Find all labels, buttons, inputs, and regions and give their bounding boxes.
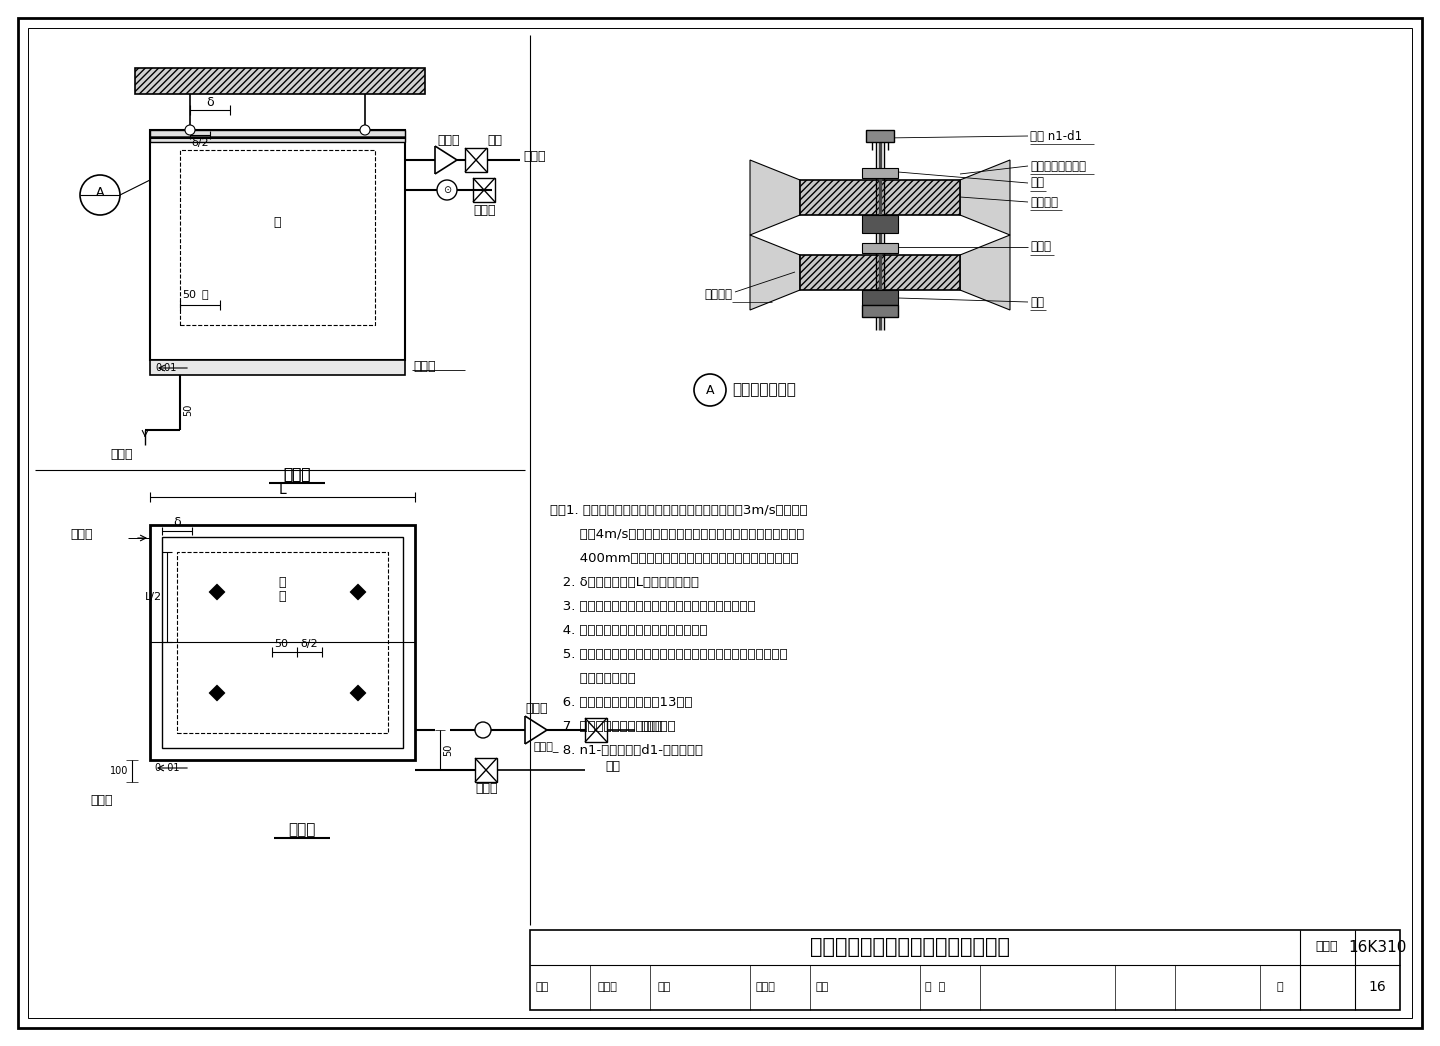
Text: δ: δ [173, 517, 181, 529]
Bar [472, 178, 495, 202]
Polygon shape [209, 685, 225, 701]
Circle shape [360, 126, 370, 135]
Text: 16: 16 [1368, 980, 1385, 994]
Text: 湿: 湿 [274, 215, 281, 228]
Text: 膜: 膜 [202, 290, 209, 300]
Text: ⊙: ⊙ [444, 185, 451, 195]
Text: 电磁阀: 电磁阀 [475, 781, 498, 795]
Text: 给水管: 给水管 [639, 720, 662, 732]
Text: 橡胶圈: 橡胶圈 [1030, 241, 1051, 253]
Text: 50: 50 [444, 744, 454, 756]
Polygon shape [750, 235, 801, 310]
Text: 4. 加湿器拆下检修，吊顶预留检修口。: 4. 加湿器拆下检修，吊顶预留检修口。 [550, 623, 707, 637]
Bar [135, 68, 425, 94]
Text: 页: 页 [1277, 982, 1283, 992]
Text: 实际情况确定。: 实际情况确定。 [550, 672, 635, 684]
Bar [150, 130, 405, 360]
Bar [475, 758, 497, 782]
Text: 7. 图中所注尺寸均为最小值。: 7. 图中所注尺寸均为最小值。 [550, 720, 675, 732]
Bar [177, 552, 387, 733]
Text: 刘海滨: 刘海滨 [756, 982, 776, 992]
Text: 过滤器: 过滤器 [526, 702, 547, 714]
Bar [863, 243, 899, 253]
Bar [150, 525, 415, 760]
Text: 湿: 湿 [278, 575, 285, 589]
Text: 设计: 设计 [816, 982, 829, 992]
Text: 阀阀: 阀阀 [488, 134, 503, 146]
Bar [865, 130, 894, 142]
Text: 50: 50 [181, 290, 196, 300]
Text: 50: 50 [183, 404, 193, 416]
Text: 设备内壁: 设备内壁 [704, 288, 732, 300]
Text: 过滤器: 过滤器 [436, 134, 459, 146]
Text: 过滤器_: 过滤器_ [533, 743, 559, 753]
Text: 注：1. 湿膜安装在风管内，风管迎面风速应小于等于3m/s；如风速: 注：1. 湿膜安装在风管内，风管迎面风速应小于等于3m/s；如风速 [550, 503, 808, 517]
Bar [801, 180, 960, 215]
Text: L/2: L/2 [145, 592, 161, 602]
Text: 螺栓 n1-d1: 螺栓 n1-d1 [1030, 130, 1081, 142]
Polygon shape [209, 584, 225, 600]
Text: 立面图: 立面图 [284, 468, 311, 482]
Text: 400mm。挡水板位置由设计师根据具体情况进行设计。: 400mm。挡水板位置由设计师根据具体情况进行设计。 [550, 551, 799, 565]
Bar [863, 215, 899, 233]
Text: 平面图: 平面图 [288, 822, 315, 838]
Bar [530, 930, 1400, 1010]
Bar [465, 147, 487, 172]
Text: 大于4m/s，需加装挡水板。挡水板距湿膜的距离应大于等于: 大于4m/s，需加装挡水板。挡水板距湿膜的距离应大于等于 [550, 527, 805, 541]
Text: δ/2: δ/2 [300, 639, 318, 649]
Text: 集水盘: 集水盘 [413, 361, 435, 373]
Text: 直排式湿膜加湿器风管内安装示意图: 直排式湿膜加湿器风管内安装示意图 [809, 937, 1009, 957]
Text: δ/2: δ/2 [192, 138, 209, 147]
Text: 电磁阀: 电磁阀 [472, 204, 495, 217]
Text: 50: 50 [274, 639, 288, 649]
Bar [863, 290, 899, 305]
Text: 图集号: 图集号 [1316, 940, 1338, 954]
Text: 6. 安装要求详见本图集第13页。: 6. 安装要求详见本图集第13页。 [550, 696, 693, 708]
Bar [180, 150, 374, 325]
Polygon shape [350, 584, 366, 600]
Text: 3. 吊杆及吊杆与结构连接，参见相关国家标准图集。: 3. 吊杆及吊杆与结构连接，参见相关国家标准图集。 [550, 599, 756, 613]
Text: 8. n1-螺栓个数；d1-螺栓大小。: 8. n1-螺栓个数；d1-螺栓大小。 [550, 744, 703, 756]
Text: 阀阀: 阀阀 [605, 759, 621, 773]
Text: 立面图: 立面图 [284, 468, 311, 482]
Text: 100: 100 [109, 766, 128, 776]
Text: 2. δ为湿膜厚度，L为加湿器长度。: 2. δ为湿膜厚度，L为加湿器长度。 [550, 575, 698, 589]
Text: 垫圈: 垫圈 [1030, 296, 1044, 309]
Text: A: A [706, 384, 714, 396]
Text: 排水管: 排水管 [109, 449, 132, 461]
Bar [585, 718, 608, 742]
Polygon shape [960, 235, 1009, 310]
Bar [863, 168, 899, 178]
Text: 0.01: 0.01 [156, 363, 176, 373]
Bar [150, 360, 405, 376]
Text: 排水管: 排水管 [89, 794, 112, 806]
Text: 设备外壁: 设备外壁 [1030, 196, 1058, 208]
Text: δ: δ [206, 95, 213, 109]
Bar [150, 130, 405, 142]
Text: 固定螺栓大样图: 固定螺栓大样图 [732, 383, 796, 397]
Bar [801, 255, 960, 290]
Text: 16K310: 16K310 [1348, 939, 1407, 955]
Text: 给水管: 给水管 [523, 150, 546, 162]
Bar [863, 305, 899, 317]
Text: 徐立平: 徐立平 [598, 982, 618, 992]
Text: 垫圈: 垫圈 [1030, 177, 1044, 189]
Text: 于  亮: 于 亮 [924, 982, 945, 992]
Polygon shape [350, 685, 366, 701]
Text: 膜: 膜 [278, 591, 285, 604]
Text: 校对: 校对 [658, 982, 671, 992]
Polygon shape [960, 160, 1009, 235]
Text: 0. 01: 0. 01 [156, 763, 180, 773]
Text: L: L [278, 483, 287, 497]
Text: 5. 排水管接至排水明沟或机房地漏，具体做法由设计人员根据: 5. 排水管接至排水明沟或机房地漏，具体做法由设计人员根据 [550, 647, 788, 660]
Text: 集水盘: 集水盘 [71, 528, 92, 542]
Polygon shape [750, 160, 801, 235]
Bar [161, 537, 403, 748]
Text: 审核: 审核 [536, 982, 549, 992]
Text: A: A [95, 185, 104, 199]
Text: 孔隙内填入油腻子: 孔隙内填入油腻子 [1030, 159, 1086, 173]
Circle shape [184, 126, 194, 135]
